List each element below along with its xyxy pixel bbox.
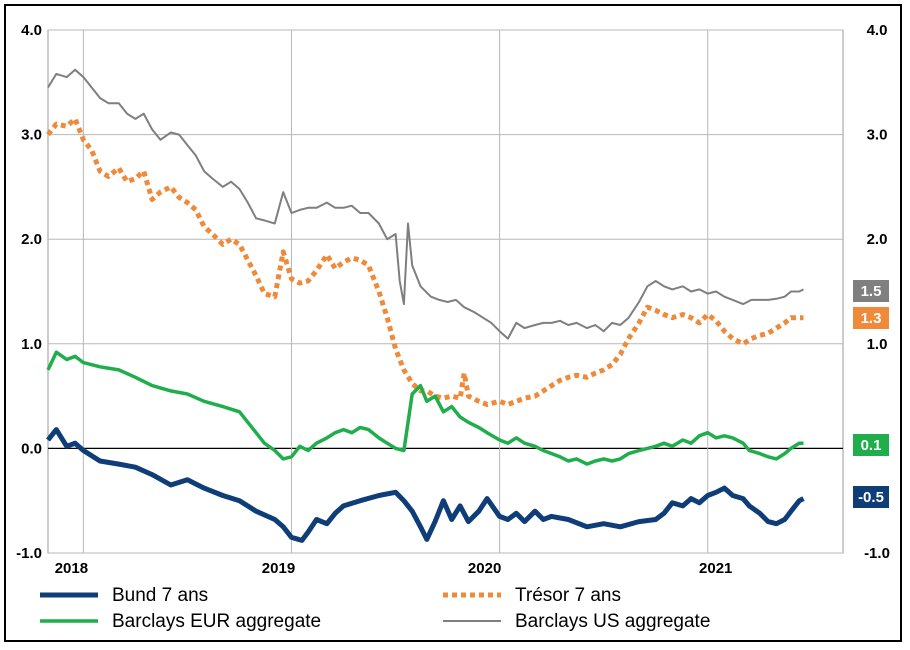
legend-label: Barclays US aggregate: [515, 611, 710, 632]
legend: Bund 7 ans Trésor 7 ans Barclays EUR aggre…: [40, 585, 710, 632]
y-tick-label-left: 2.0: [21, 231, 42, 248]
x-tick-label: 2020: [468, 560, 501, 577]
x-tick-label: 2018: [55, 560, 88, 577]
y-tick-label-left: 3.0: [21, 127, 42, 144]
x-tick-label: 2019: [262, 560, 295, 577]
grid: [47, 29, 844, 554]
series-line-bund: [46, 427, 805, 543]
legend-label: Barclays EUR aggregate: [112, 611, 321, 632]
y-tick-label-right: 1.0: [867, 336, 888, 353]
x-axis: 2018 2019 2020 2021: [55, 560, 733, 577]
y-tick-label-right: 2.0: [867, 231, 888, 248]
y-tick-label-left: 1.0: [21, 336, 42, 353]
series-layer: [46, 68, 805, 543]
y-tick-label-left: -1.0: [16, 545, 42, 562]
end-labels: 1.5 1.3 0.1 -0.5: [853, 280, 889, 508]
end-label-box: [853, 434, 889, 456]
end-label-box: [853, 280, 889, 302]
end-label-value: -0.5: [858, 489, 884, 506]
chart-frame: [4, 4, 902, 642]
y-tick-label-right: -1.0: [864, 545, 890, 562]
series-line-us-aggregate: [47, 68, 804, 340]
y-axis-left: 4.0 3.0 2.0 1.0 0.0 -1.0: [16, 22, 42, 562]
x-tick-label: 2021: [699, 560, 732, 577]
y-tick-label-left: 4.0: [21, 22, 42, 39]
y-tick-label-left: 0.0: [21, 440, 42, 457]
end-label-box: [853, 307, 889, 329]
legend-label: Bund 7 ans: [112, 585, 208, 606]
end-label-value: 1.5: [861, 283, 882, 300]
series-line-tresor: [46, 116, 804, 407]
plot-border: [47, 29, 844, 554]
series-line-eur-aggregate: [46, 350, 804, 466]
y-tick-label-right: 4.0: [867, 22, 888, 39]
y-tick-label-right: 3.0: [867, 127, 888, 144]
end-label-value: 1.3: [861, 310, 882, 327]
end-label-box: [853, 486, 889, 508]
legend-label: Trésor 7 ans: [515, 585, 621, 606]
end-label-value: 0.1: [861, 437, 882, 454]
